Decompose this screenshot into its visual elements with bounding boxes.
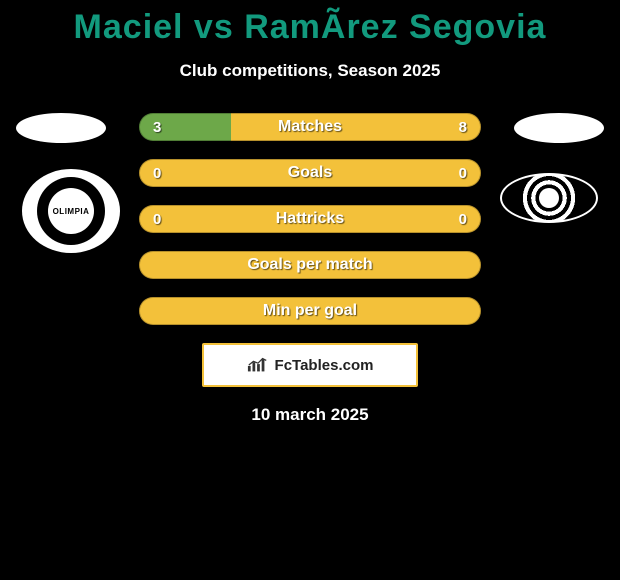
chart-icon — [247, 357, 269, 373]
stat-row: Min per goal — [139, 297, 481, 325]
player-right-photo — [514, 113, 604, 143]
stat-seg-right — [139, 205, 481, 233]
stat-seg-right — [139, 159, 481, 187]
player-left-photo — [16, 113, 106, 143]
attribution-text: FcTables.com — [275, 357, 374, 374]
stat-row: Hattricks00 — [139, 205, 481, 233]
stat-seg-left — [139, 113, 231, 141]
subtitle: Club competitions, Season 2025 — [0, 61, 620, 81]
stat-seg-right — [231, 113, 481, 141]
stat-bars: Matches38 Goals00 Hattricks00 Goals per mat… — [139, 113, 481, 325]
page-title: Maciel vs RamÃ­rez Segovia — [0, 0, 620, 47]
stat-row: Goals per match — [139, 251, 481, 279]
attribution-box: FcTables.com — [202, 343, 418, 387]
date-label: 10 march 2025 — [0, 405, 620, 425]
stat-row: Goals00 — [139, 159, 481, 187]
stat-row: Matches38 — [139, 113, 481, 141]
club-badge-left: OLIMPIA — [22, 169, 120, 253]
stat-seg-right — [139, 251, 481, 279]
club-badge-right — [500, 173, 598, 223]
comparison-panel: OLIMPIA Matches38 Goals00 Hattricks00 Goals… — [0, 113, 620, 425]
stat-seg-right — [139, 297, 481, 325]
club-badge-left-label: OLIMPIA — [48, 188, 94, 234]
